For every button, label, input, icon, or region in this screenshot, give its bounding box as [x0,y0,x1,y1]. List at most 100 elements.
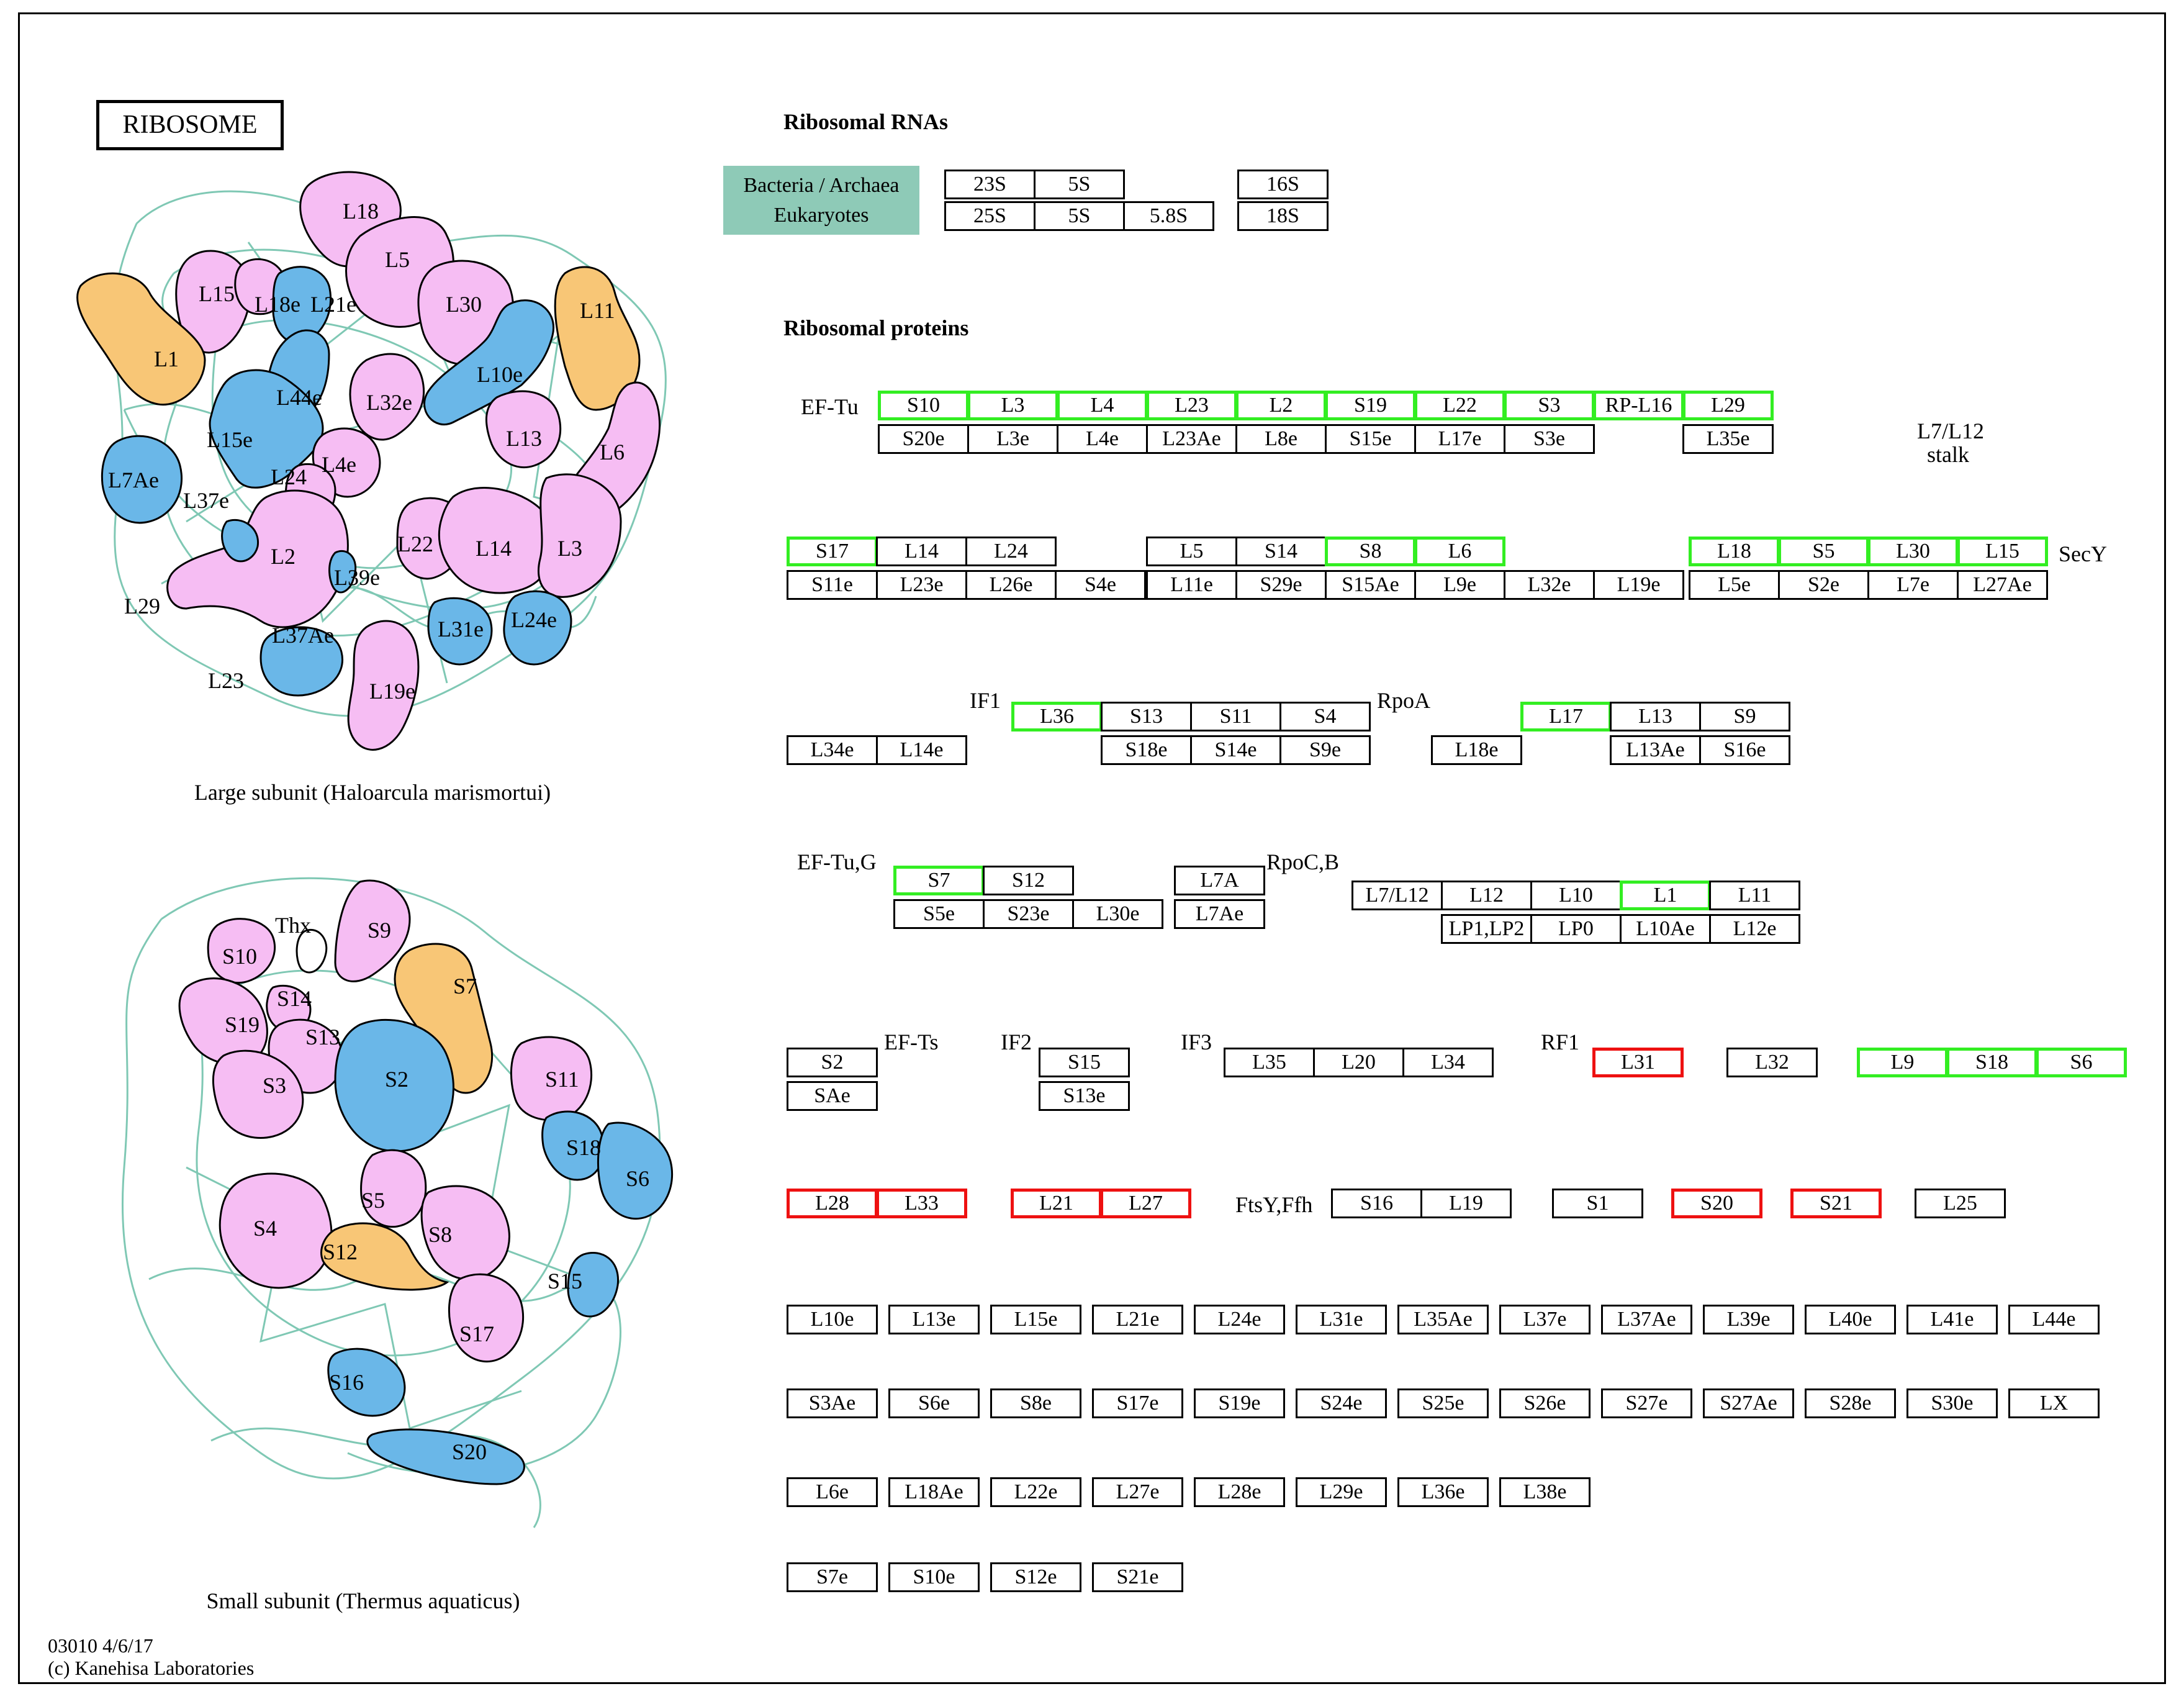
protein-box[interactable]: L36 [1011,702,1103,732]
protein-box[interactable]: S13 [1101,702,1192,732]
protein-box[interactable]: L19 [1420,1189,1512,1218]
protein-box[interactable]: L29e [1296,1477,1387,1507]
protein-box[interactable]: S18 [1946,1048,2037,1077]
protein-box[interactable]: S1 [1552,1189,1643,1218]
protein-box[interactable]: S27e [1601,1388,1692,1418]
protein-box[interactable]: S19 [1325,391,1416,420]
protein-box[interactable]: L37Ae [1601,1305,1692,1334]
protein-box[interactable]: S11 [1190,702,1281,732]
protein-box[interactable]: L30 [1867,537,1959,566]
protein-box[interactable]: S26e [1499,1388,1591,1418]
blob-S3[interactable] [212,1049,304,1139]
protein-box[interactable]: L38e [1499,1477,1591,1507]
protein-box[interactable]: S11e [787,570,878,600]
protein-box[interactable]: S3e [1504,424,1595,454]
rrna-box[interactable]: 5.8S [1123,201,1214,231]
blob-L37e-blob[interactable] [221,519,259,563]
protein-box[interactable]: S23e [983,899,1074,929]
blob-S9[interactable] [334,879,411,982]
protein-box[interactable]: S3 [1504,391,1595,420]
protein-box[interactable]: L10Ae [1620,914,1711,944]
protein-box[interactable]: S17e [1092,1388,1183,1418]
protein-box[interactable]: L1 [1620,881,1711,910]
protein-box[interactable]: L35e [1682,424,1774,454]
protein-box[interactable]: L37e [1499,1305,1591,1334]
protein-box[interactable]: L28 [787,1189,878,1218]
protein-box[interactable]: L2 [1235,391,1327,420]
blob-L32e[interactable] [349,353,425,441]
blob-L39e[interactable] [328,550,357,594]
protein-box[interactable]: S2e [1778,570,1869,600]
protein-box[interactable]: L12 [1441,881,1532,910]
protein-box[interactable]: S16e [1699,735,1790,765]
protein-box[interactable]: S7 [893,866,985,895]
blob-S7[interactable] [394,943,494,1094]
rrna-box[interactable]: 16S [1237,170,1329,199]
protein-box[interactable]: L5e [1689,570,1780,600]
protein-box[interactable]: RP-L16 [1593,391,1684,420]
protein-box[interactable]: L13Ae [1610,735,1701,765]
rrna-box[interactable]: 25S [944,201,1036,231]
protein-box[interactable]: L3 [967,391,1058,420]
protein-box[interactable]: L18e [1431,735,1522,765]
protein-box[interactable]: S13e [1039,1081,1130,1111]
protein-box[interactable]: L25 [1915,1189,2006,1218]
rrna-box[interactable]: 5S [1034,201,1125,231]
blob-L14[interactable] [438,487,554,594]
protein-box[interactable]: S30e [1906,1388,1998,1418]
protein-box[interactable]: L9e [1414,570,1505,600]
protein-box[interactable]: S3Ae [787,1388,878,1418]
protein-box[interactable]: L34 [1402,1048,1494,1077]
protein-box[interactable]: S9e [1279,735,1371,765]
protein-box[interactable]: L40e [1805,1305,1896,1334]
blob-L31e[interactable] [427,597,493,666]
protein-box[interactable]: L13e [888,1305,980,1334]
protein-box[interactable]: L27e [1092,1477,1183,1507]
protein-box[interactable]: LP0 [1530,914,1622,944]
protein-box[interactable]: L6e [787,1477,878,1507]
protein-box[interactable]: L23 [1146,391,1237,420]
protein-box[interactable]: L34e [787,735,878,765]
map-title[interactable]: RIBOSOME [96,100,284,150]
protein-box[interactable]: S12 [983,866,1074,895]
protein-box[interactable]: S21e [1092,1562,1183,1592]
protein-box[interactable]: L44e [2008,1305,2100,1334]
protein-box[interactable]: S8 [1325,537,1416,566]
protein-box[interactable]: S6 [2036,1048,2127,1077]
protein-box[interactable]: S17 [787,537,878,566]
blob-S8[interactable] [420,1185,510,1280]
protein-box[interactable]: S15Ae [1325,570,1416,600]
blob-L10e[interactable] [423,299,554,426]
blob-L13[interactable] [485,390,562,469]
blob-S18[interactable] [541,1110,605,1181]
blob-S12[interactable] [320,1222,449,1291]
protein-box[interactable]: L11e [1146,570,1237,600]
protein-box[interactable]: L27 [1100,1189,1191,1218]
protein-box[interactable]: L18 [1689,537,1780,566]
protein-box[interactable]: L19e [1593,570,1684,600]
blob-S5[interactable] [360,1149,427,1228]
protein-box[interactable]: L28e [1194,1477,1285,1507]
protein-box[interactable]: L17 [1520,702,1612,732]
protein-box[interactable]: L39e [1703,1305,1794,1334]
protein-box[interactable]: S9 [1699,702,1790,732]
protein-box[interactable]: L7A [1174,866,1265,895]
blob-L3[interactable] [537,473,622,598]
blob-L7Ae[interactable] [101,435,183,524]
protein-box[interactable]: L41e [1906,1305,1998,1334]
blob-S2[interactable] [334,1018,454,1153]
protein-box[interactable]: S15e [1325,424,1416,454]
protein-box[interactable]: S27Ae [1703,1388,1794,1418]
protein-box[interactable]: L4e [1057,424,1148,454]
protein-box[interactable]: SAe [787,1081,878,1111]
protein-box[interactable]: S10e [888,1562,980,1592]
blob-S15[interactable] [567,1251,620,1318]
protein-box[interactable]: L6 [1414,537,1505,566]
blob-S4[interactable] [219,1172,333,1289]
protein-box[interactable]: L10e [787,1305,878,1334]
protein-box[interactable]: S20 [1671,1189,1762,1218]
protein-box[interactable]: L20 [1313,1048,1404,1077]
protein-box[interactable]: S14 [1235,537,1327,566]
blob-L2[interactable] [166,489,349,628]
protein-box[interactable]: L29 [1682,391,1774,420]
